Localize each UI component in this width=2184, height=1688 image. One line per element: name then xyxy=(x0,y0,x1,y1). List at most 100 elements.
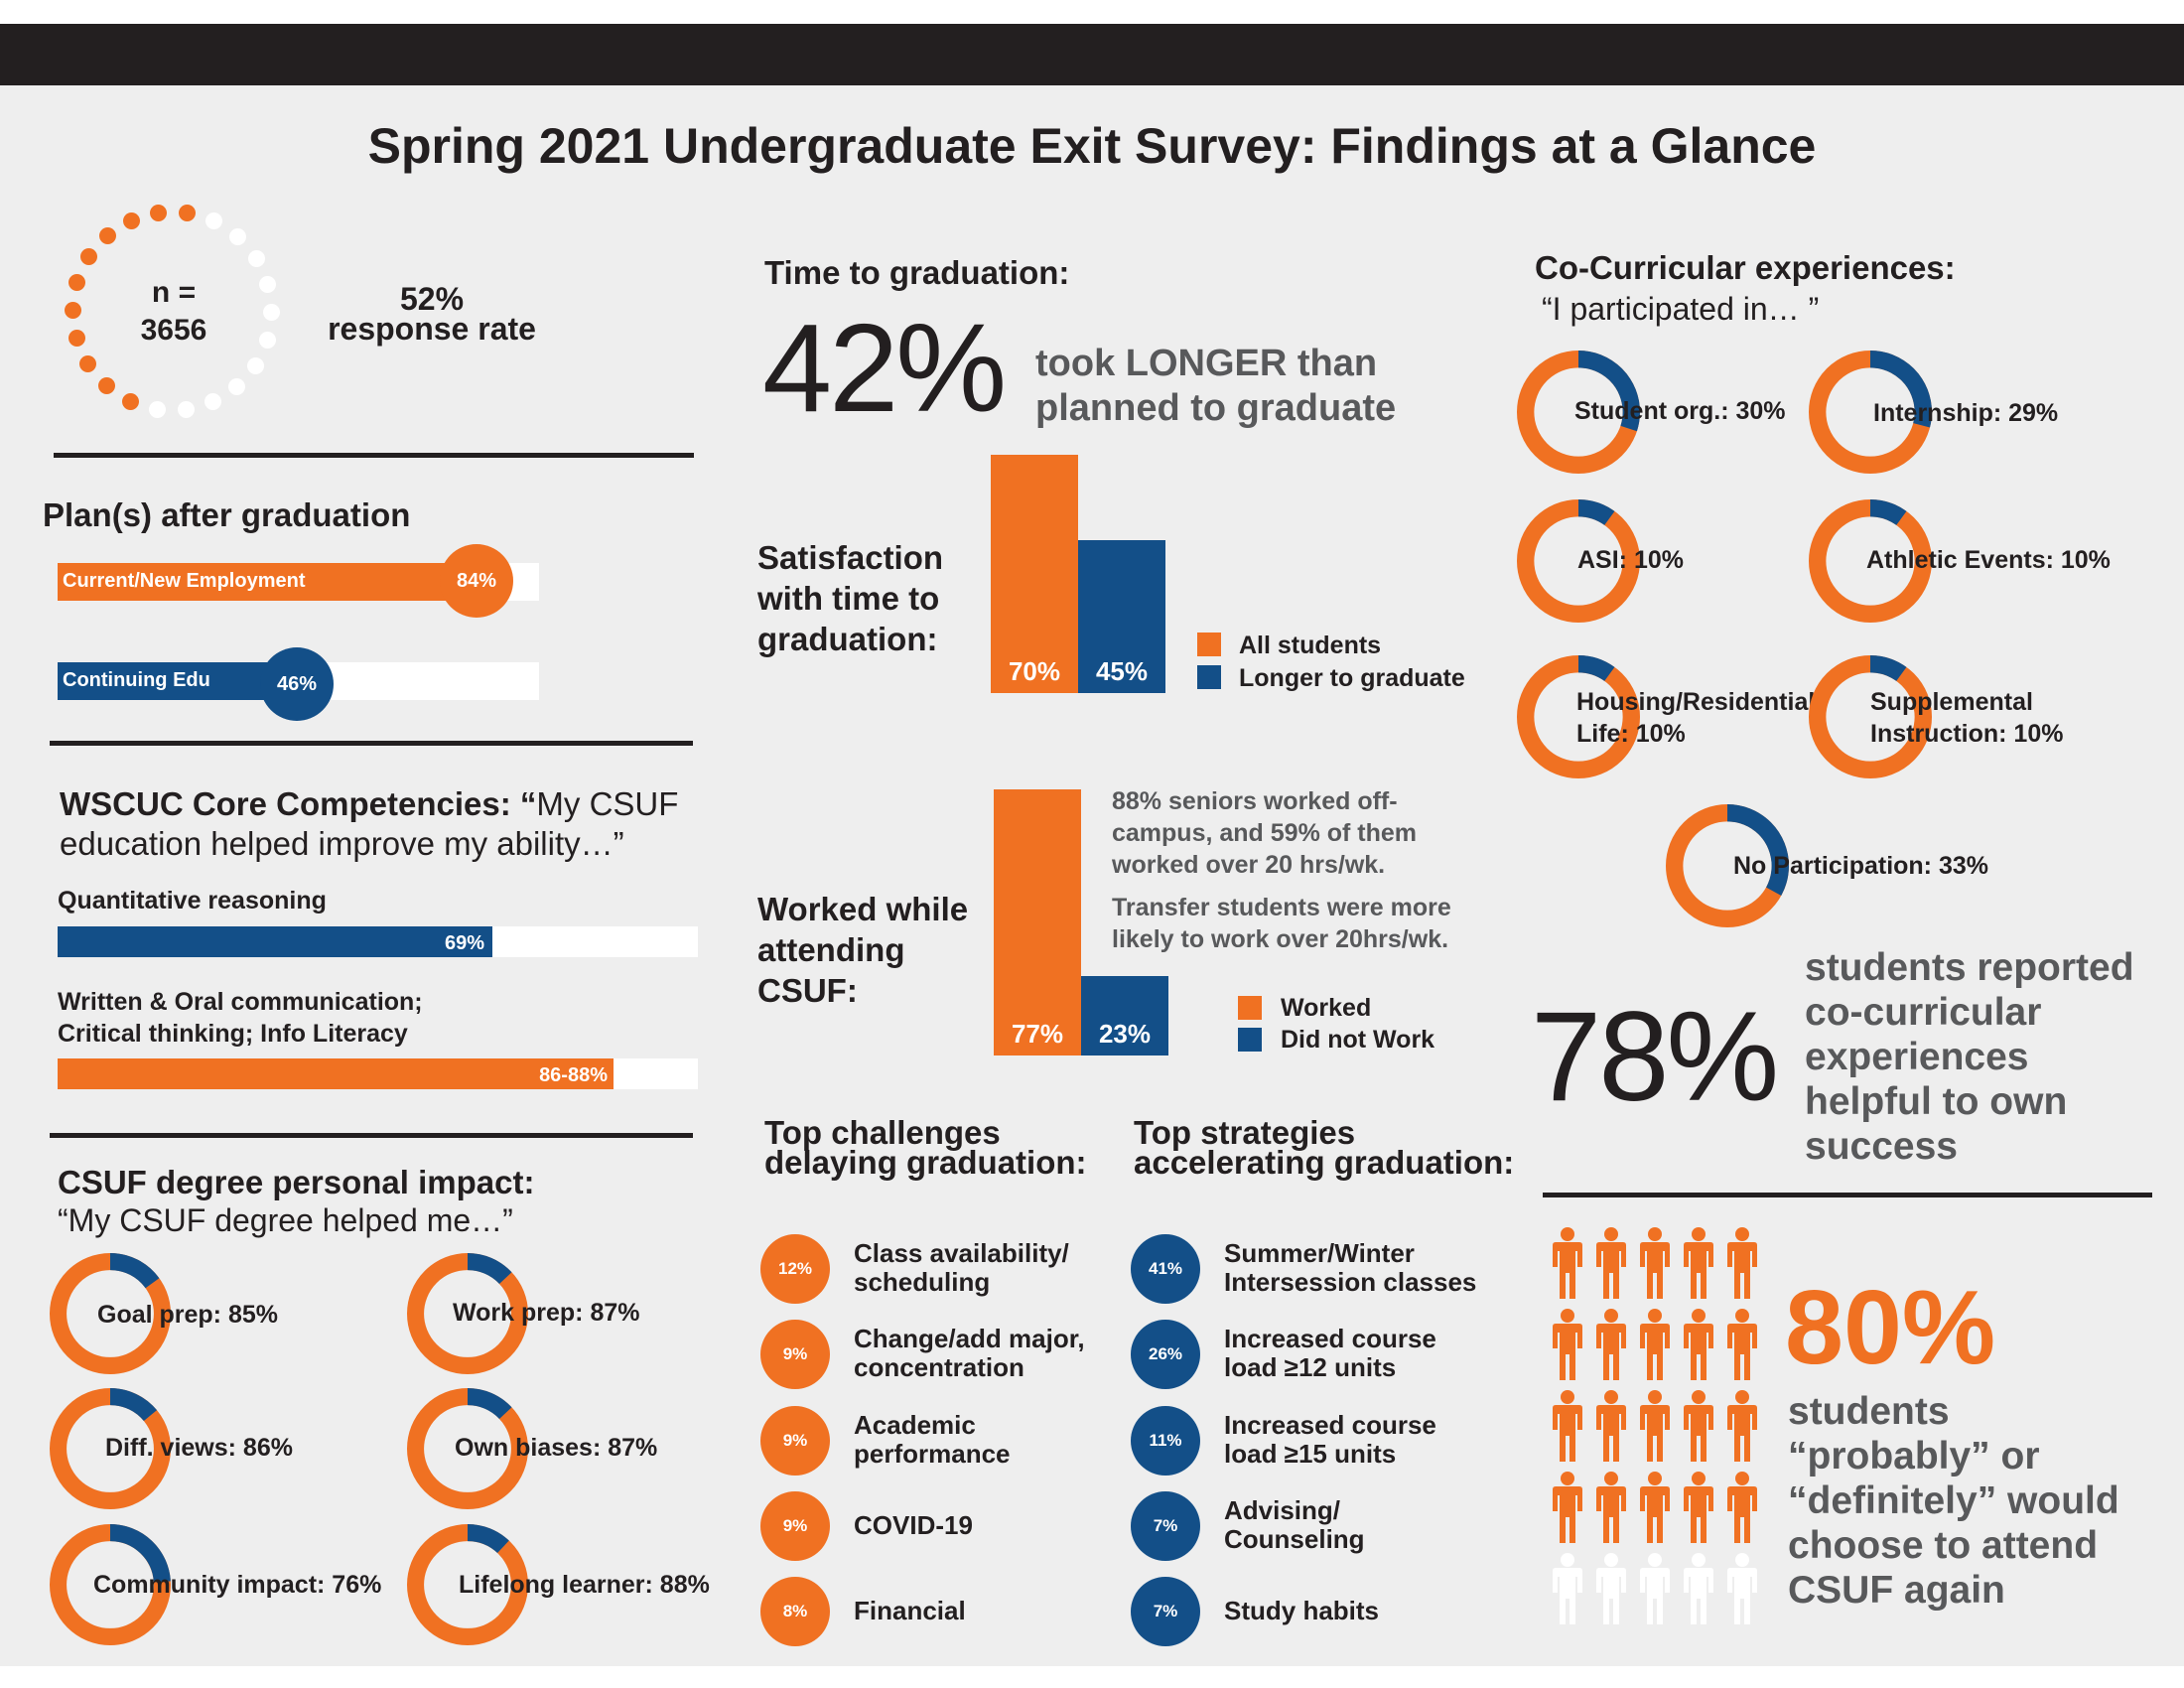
challenge-label: concentration xyxy=(854,1352,1024,1382)
bar-did-not-work: 23% xyxy=(1081,976,1168,1055)
donut-chart xyxy=(1809,655,1932,778)
cocurricular-subheading: “I participated in… ” xyxy=(1542,291,1820,327)
strategy-percent-badge: 11% xyxy=(1131,1406,1200,1476)
person-icon xyxy=(1596,1390,1626,1462)
strategy-label: Increased course xyxy=(1224,1410,1436,1440)
person-icon xyxy=(1684,1227,1713,1299)
response-rate-dot xyxy=(123,211,141,229)
response-rate-dot-ring xyxy=(58,197,286,425)
person-icon xyxy=(1727,1227,1757,1299)
donut-chart xyxy=(1809,499,1932,623)
competencies-heading-bold: WSCUC Core Competencies: xyxy=(60,785,511,822)
person-icon xyxy=(1640,1227,1670,1299)
donut-chart xyxy=(407,1524,528,1645)
cocurricular-donut-label: Supplemental xyxy=(1870,688,2033,716)
person-icon xyxy=(1640,1553,1670,1624)
strategy-label: load ≥12 units xyxy=(1224,1352,1397,1382)
person-icon xyxy=(1640,1390,1670,1462)
bar-value-label: 45% xyxy=(1095,656,1149,686)
satisfaction-label: Satisfaction xyxy=(757,539,944,576)
person-icon xyxy=(1727,1472,1757,1543)
donut-chart xyxy=(50,1524,171,1645)
competency-bar-quantitative: 69% xyxy=(58,926,492,957)
cocurricular-donut-label: Student org.: 30% xyxy=(1574,397,1786,425)
competency-label: Critical thinking; Info Literacy xyxy=(58,1020,408,1048)
response-rate-dot xyxy=(259,275,277,293)
worked-note: likely to work over 20hrs/wk. xyxy=(1112,925,1449,953)
worked-note: campus, and 59% of them xyxy=(1112,819,1418,847)
worked-note: 88% seniors worked off- xyxy=(1112,787,1398,815)
strategy-percent-badge: 26% xyxy=(1131,1320,1200,1389)
attend-again-text: “definitely” would xyxy=(1788,1479,2119,1522)
donut-track xyxy=(407,1253,528,1374)
donut-chart xyxy=(50,1253,171,1374)
response-rate-dot xyxy=(68,274,86,292)
response-rate-dot xyxy=(150,204,168,221)
challenge-percent-badge: 8% xyxy=(760,1577,830,1646)
response-rate-dot xyxy=(121,392,139,410)
legend-label: All students xyxy=(1239,632,1382,659)
person-icon xyxy=(1553,1553,1582,1624)
sample-size-label: n = xyxy=(151,276,197,309)
person-icon xyxy=(1553,1472,1582,1543)
response-rate-dot xyxy=(227,378,245,396)
strategy-label: Intersession classes xyxy=(1224,1267,1477,1297)
plan-value: 84% xyxy=(456,569,497,592)
person-icon xyxy=(1553,1227,1582,1299)
cocurricular-donut-label: Instruction: 10% xyxy=(1870,720,2064,748)
bar-value-label: 70% xyxy=(1008,656,1061,686)
worked-label: attending xyxy=(757,931,905,968)
legend-swatch-orange xyxy=(1238,996,1262,1020)
challenges-heading: Top challenges xyxy=(764,1114,1001,1151)
donut-chart xyxy=(1809,351,1932,474)
donut-chart xyxy=(407,1388,528,1509)
bar-worked: 77% xyxy=(994,789,1081,1055)
impact-donut-label: Community impact: 76% xyxy=(93,1571,382,1599)
impact-donut-label: Work prep: 87% xyxy=(453,1299,640,1327)
donut-chart xyxy=(407,1253,528,1374)
response-rate-dot xyxy=(247,249,265,267)
time-big-text: planned to graduate xyxy=(1035,387,1397,429)
strategy-percent-badge: 7% xyxy=(1131,1491,1200,1561)
plan-value-badge: 84% xyxy=(440,544,513,618)
donut-segment xyxy=(50,1388,171,1509)
attend-again-text: “probably” or xyxy=(1788,1435,2040,1477)
person-icon xyxy=(1684,1309,1713,1380)
impact-subheading: “My CSUF degree helped me…” xyxy=(58,1202,513,1238)
cocurricular-donut-label: Housing/Residential xyxy=(1576,688,1816,716)
cocurricular-heading: Co-Curricular experiences: xyxy=(1535,249,1956,286)
strategy-label: Increased course xyxy=(1224,1324,1436,1353)
legend-label: Did not Work xyxy=(1281,1026,1435,1054)
legend-swatch-blue xyxy=(1238,1028,1262,1052)
competencies-heading-rest: My CSUF education helped improve my abil… xyxy=(60,785,679,862)
plan-value-badge: 46% xyxy=(260,647,334,721)
plan-bar-employment: Current/New Employment xyxy=(58,563,480,601)
donut-chart xyxy=(1517,655,1640,778)
strategy-label: load ≥15 units xyxy=(1224,1439,1397,1469)
plan-value: 46% xyxy=(276,672,318,695)
page-title: Spring 2021 Undergraduate Exit Survey: F… xyxy=(367,118,1817,174)
person-icon xyxy=(1684,1553,1713,1624)
response-rate-dot xyxy=(262,303,280,321)
plan-label: Current/New Employment xyxy=(63,570,306,592)
person-icon xyxy=(1553,1309,1582,1380)
donut-segment xyxy=(1809,351,1932,474)
response-rate-dot xyxy=(229,227,247,245)
challenge-label: scheduling xyxy=(854,1267,991,1297)
legend-swatch-blue xyxy=(1197,665,1221,689)
donut-track xyxy=(1517,655,1640,778)
response-rate-value: 52% xyxy=(399,281,465,317)
competency-value: 69% xyxy=(444,932,484,954)
donut-segment xyxy=(50,1524,171,1645)
challenge-label: Academic xyxy=(854,1410,976,1440)
worked-label: Worked while xyxy=(757,891,969,927)
time-heading: Time to graduation: xyxy=(764,254,1070,291)
person-icon xyxy=(1553,1390,1582,1462)
divider xyxy=(50,741,693,746)
donut-track xyxy=(407,1388,528,1509)
worked-note: worked over 20 hrs/wk. xyxy=(1112,851,1386,879)
time-big-value: 42% xyxy=(762,298,1007,438)
donut-chart xyxy=(1517,499,1640,623)
challenges-heading: delaying graduation: xyxy=(764,1144,1087,1181)
donut-segment xyxy=(1517,351,1640,474)
